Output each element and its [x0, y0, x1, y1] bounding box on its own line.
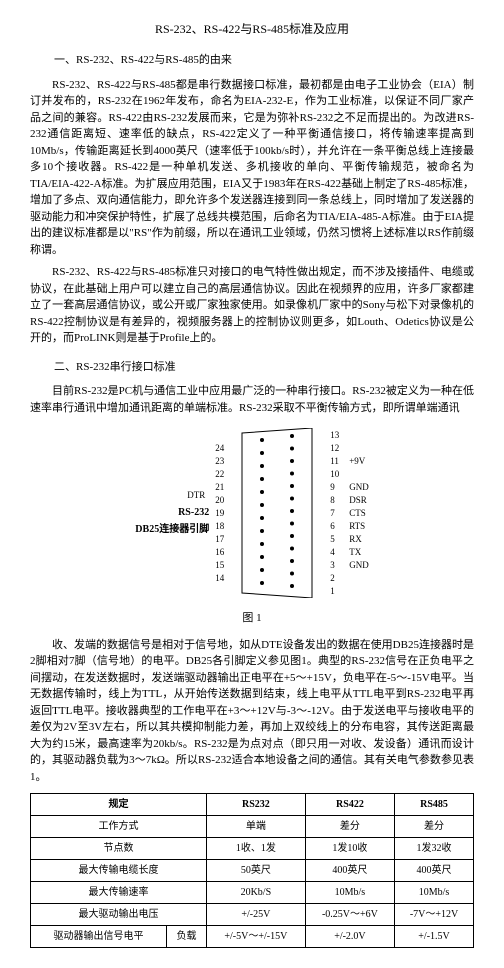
table-row: 最大传输电缆长度50英尺400英尺400英尺: [31, 860, 474, 882]
pin-right-9: 9: [330, 481, 339, 494]
pin-right-3: 3: [330, 559, 339, 572]
table-cell: +/-2.0V: [305, 926, 394, 948]
table-cell: 最大传输速率: [31, 882, 207, 904]
paragraph-2: RS-232、RS-422与RS-485标准只对接口的电气特性做出规定，而不涉及…: [30, 264, 474, 347]
side-label: TX: [349, 546, 369, 559]
pin-left-14: 14: [215, 572, 224, 585]
spec-table: 规定RS232RS422RS485 工作方式单端差分差分节点数1收、1发1发10…: [30, 793, 474, 948]
table-header: RS232: [206, 794, 305, 816]
paragraph-1: RS-232、RS-422与RS-485都是串行数据接口标准，最初都是由电子工业…: [30, 77, 474, 259]
pin-right-10: 10: [330, 468, 339, 481]
table-cell: 最大驱动输出电压: [31, 904, 207, 926]
table-cell: 差分: [305, 816, 394, 838]
paragraph-4: 收、发端的数据信号是相对于信号地，如从DTE设备发出的数据在使用DB25连接器时…: [30, 637, 474, 786]
table-cell: +/-25V: [206, 904, 305, 926]
table-cell: -7V～+12V: [395, 904, 474, 926]
table-cell: 1发32收: [395, 838, 474, 860]
pin-right-2: 2: [330, 572, 339, 585]
side-label: DSR: [349, 494, 369, 507]
pin-right-11: 11: [330, 455, 339, 468]
table-row: 工作方式单端差分差分: [31, 816, 474, 838]
figure-1: DTR RS-232 DB25连接器引脚 2423222120191817161…: [30, 428, 474, 598]
table-cell: 驱动器输出信号电平: [31, 926, 167, 948]
connector-sub: DB25连接器引脚: [135, 522, 209, 537]
table-row: 驱动器输出信号电平负载+/-5V～+/-15V+/-2.0V+/-1.5V: [31, 926, 474, 948]
pin-left-16: 16: [215, 546, 224, 559]
side-label: [349, 468, 369, 481]
pin-right-12: 12: [330, 442, 339, 455]
table-cell: 差分: [395, 816, 474, 838]
table-cell: 负载: [167, 926, 207, 948]
table-cell: 单端: [206, 816, 305, 838]
pin-right-7: 7: [330, 507, 339, 520]
section-2-heading: 二、RS-232串行接口标准: [54, 359, 474, 376]
table-cell: +/-5V～+/-15V: [206, 926, 305, 948]
table-cell: 10Mb/s: [395, 882, 474, 904]
side-label: +9V: [349, 455, 369, 468]
db25-connector-diagram: [232, 428, 322, 598]
table-cell: +/-1.5V: [395, 926, 474, 948]
side-signal-labels: +9V GNDDSRCTSRTSRXTXGND: [345, 455, 369, 572]
table-cell: 400英尺: [305, 860, 394, 882]
pin-left-24: 24: [215, 442, 224, 455]
section-1-heading: 一、RS-232、RS-422与RS-485的由来: [54, 52, 474, 69]
side-label: GND: [349, 559, 369, 572]
side-label: RTS: [349, 520, 369, 533]
pins-left-column: 2423222120191817161514: [215, 442, 226, 585]
table-cell: 节点数: [31, 838, 207, 860]
pin-right-8: 8: [330, 494, 339, 507]
table-row: 节点数1收、1发1发10收1发32收: [31, 838, 474, 860]
table-row: 最大驱动输出电压+/-25V-0.25V～+6V-7V～+12V: [31, 904, 474, 926]
table-cell: 1发10收: [305, 838, 394, 860]
table-cell: 最大传输电缆长度: [31, 860, 207, 882]
table-header: RS485: [395, 794, 474, 816]
table-cell: 50英尺: [206, 860, 305, 882]
table-row: 最大传输速率20Kb/S10Mb/s10Mb/s: [31, 882, 474, 904]
pin-right-1: 1: [330, 585, 339, 598]
table-cell: 1收、1发: [206, 838, 305, 860]
dtr-label: DTR: [187, 489, 205, 503]
paragraph-3: 目前RS-232是PC机与通信工业中应用最广泛的一种串行接口。RS-232被定义…: [30, 383, 474, 416]
pin-right-13: 13: [330, 429, 339, 442]
pin-left-18: 18: [215, 520, 224, 533]
figure-1-caption: 图 1: [30, 610, 474, 627]
pin-left-19: 19: [215, 507, 224, 520]
pin-right-5: 5: [330, 533, 339, 546]
pin-left-20: 20: [215, 494, 224, 507]
connector-name: RS-232: [178, 505, 209, 520]
pin-left-23: 23: [215, 455, 224, 468]
pins-right-column: 13121110987654321: [328, 429, 339, 598]
pin-right-6: 6: [330, 520, 339, 533]
table-cell: 工作方式: [31, 816, 207, 838]
table-cell: 10Mb/s: [305, 882, 394, 904]
side-label: CTS: [349, 507, 369, 520]
table-header: 规定: [31, 794, 207, 816]
table-cell: 400英尺: [395, 860, 474, 882]
pin-left-22: 22: [215, 468, 224, 481]
pin-right-4: 4: [330, 546, 339, 559]
pin-left-17: 17: [215, 533, 224, 546]
table-cell: -0.25V～+6V: [305, 904, 394, 926]
table-header: RS422: [305, 794, 394, 816]
pin-left-15: 15: [215, 559, 224, 572]
pin-left-21: 21: [215, 481, 224, 494]
table-cell: 20Kb/S: [206, 882, 305, 904]
side-label: GND: [349, 481, 369, 494]
doc-title: RS-232、RS-422与RS-485标准及应用: [30, 20, 474, 38]
side-label: RX: [349, 533, 369, 546]
